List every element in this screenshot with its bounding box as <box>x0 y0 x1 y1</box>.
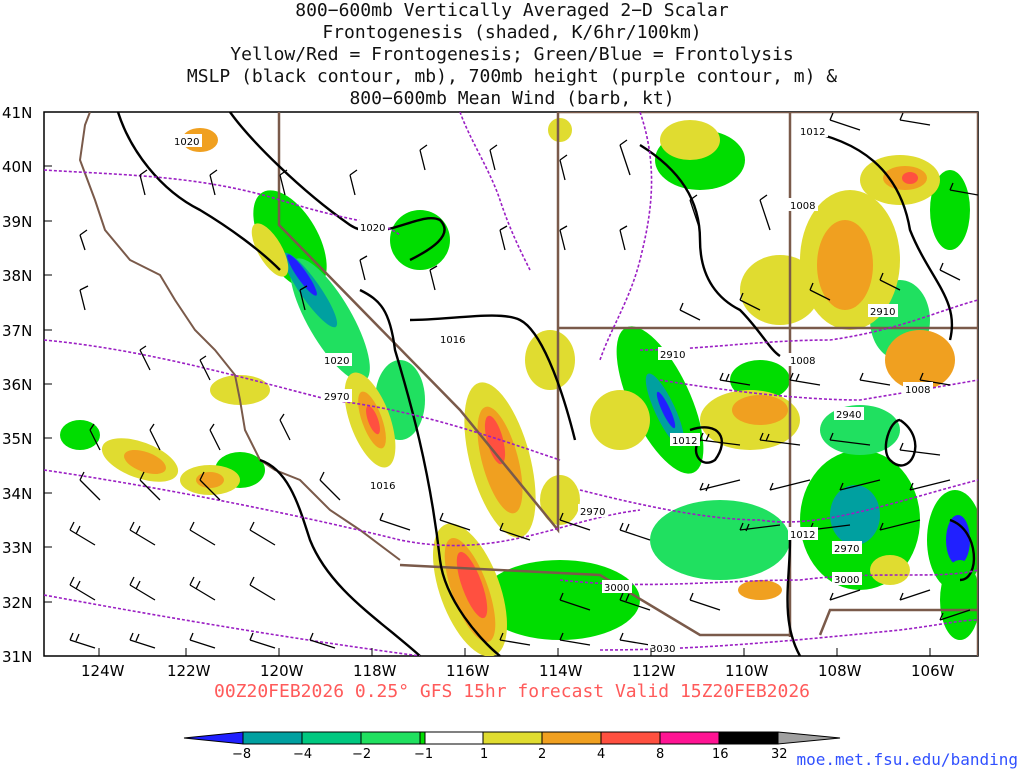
mslp-label: 1012 <box>798 124 828 138</box>
colorbar-labels: −8 −4 −2 −1 1 2 4 8 16 32 <box>232 747 788 762</box>
lon-tick-label: 116W <box>446 662 490 680</box>
height-label: 2910 <box>868 304 898 318</box>
title-line-1: 800−600mb Vertically Averaged 2−D Scalar <box>295 0 729 21</box>
valid-time-subtitle: 00Z20FEB2026 0.25° GFS 15hr forecast Val… <box>213 681 811 702</box>
title-line-5: 800−600mb Mean Wind (barb, kt) <box>349 88 675 109</box>
title-line-2: Frontogenesis (shaded, K/6hr/100km) <box>322 22 702 43</box>
lat-tick-label: 37N <box>2 322 32 340</box>
longitude-axis: 124W 122W 120W 118W 116W 114W 112W 110W … <box>81 648 955 680</box>
lon-tick-label: 124W <box>81 662 125 680</box>
wind-barbs <box>69 112 978 649</box>
svg-text:1008: 1008 <box>790 201 815 212</box>
svg-text:2940: 2940 <box>836 410 861 421</box>
lat-tick-label: 39N <box>2 213 32 231</box>
lat-tick-label: 31N <box>2 648 32 666</box>
lon-tick-label: 118W <box>353 662 397 680</box>
lat-tick-label: 34N <box>2 485 32 503</box>
mslp-label: 1008 <box>788 353 818 367</box>
height-label: 2940 <box>834 407 864 421</box>
svg-text:2970: 2970 <box>834 544 859 555</box>
svg-text:2970: 2970 <box>580 507 605 518</box>
lat-tick-label: 38N <box>2 267 32 285</box>
svg-text:1020: 1020 <box>324 356 349 367</box>
svg-text:8: 8 <box>656 747 664 762</box>
latitude-axis: 41N 40N 39N 38N 37N 36N 35N 34N 33N 32N … <box>2 104 52 666</box>
mslp-labels: 1020 1020 1020 1016 1016 1012 1012 1012 … <box>172 124 933 541</box>
svg-text:2: 2 <box>538 747 546 762</box>
credit-link[interactable]: moe.met.fsu.edu/banding <box>796 750 1018 769</box>
svg-text:1020: 1020 <box>174 137 199 148</box>
mslp-label: 1008 <box>788 198 818 212</box>
mslp-contours <box>116 112 976 656</box>
svg-text:16: 16 <box>712 747 729 762</box>
height-label: 3000 <box>832 572 862 586</box>
lat-tick-label: 33N <box>2 539 32 557</box>
svg-text:1020: 1020 <box>360 223 385 234</box>
lon-tick-label: 108W <box>818 662 862 680</box>
colorbar-below-min <box>183 731 244 745</box>
title-line-3: Yellow/Red = Frontogenesis; Green/Blue =… <box>230 44 794 65</box>
height-label: 2970 <box>832 541 862 555</box>
height-labels: 2970 2970 2970 2910 2910 2940 3000 3000 … <box>322 304 898 655</box>
height-label: 2970 <box>578 504 608 518</box>
mslp-label: 1012 <box>788 527 818 541</box>
title-line-4: MSLP (black contour, mb), 700mb height (… <box>186 66 838 87</box>
svg-text:1: 1 <box>480 747 488 762</box>
lat-tick-label: 32N <box>2 594 32 612</box>
svg-text:−1: −1 <box>414 747 433 762</box>
lon-tick-label: 106W <box>911 662 955 680</box>
mslp-label: 1020 <box>172 134 202 148</box>
mslp-label: 1008 <box>903 382 933 396</box>
height-label: 3030 <box>648 641 678 655</box>
svg-text:3030: 3030 <box>650 644 675 655</box>
lat-tick-label: 40N <box>2 158 32 176</box>
svg-text:1012: 1012 <box>672 436 697 447</box>
lat-tick-label: 35N <box>2 430 32 448</box>
mslp-label: 1020 <box>322 353 352 367</box>
svg-text:1012: 1012 <box>790 530 815 541</box>
svg-text:1008: 1008 <box>790 356 815 367</box>
svg-text:−8: −8 <box>232 747 251 762</box>
mslp-label: 1016 <box>368 478 398 492</box>
svg-text:−2: −2 <box>352 747 371 762</box>
svg-text:3000: 3000 <box>604 583 629 594</box>
height-label: 2910 <box>658 347 688 361</box>
lat-tick-label: 41N <box>2 104 32 122</box>
svg-text:1012: 1012 <box>800 127 825 138</box>
lat-tick-label: 36N <box>2 376 32 394</box>
svg-text:1016: 1016 <box>440 335 465 346</box>
svg-text:2910: 2910 <box>870 307 895 318</box>
svg-text:4: 4 <box>597 747 605 762</box>
svg-text:1008: 1008 <box>905 385 930 396</box>
mslp-label: 1016 <box>438 332 468 346</box>
coastline <box>78 112 401 561</box>
mslp-label: 1020 <box>358 220 388 234</box>
lon-tick-label: 110W <box>725 662 769 680</box>
height-label: 3000 <box>602 580 632 594</box>
colorbar <box>183 731 841 745</box>
lon-tick-label: 114W <box>539 662 583 680</box>
svg-text:1016: 1016 <box>370 481 395 492</box>
lon-tick-label: 112W <box>632 662 676 680</box>
mslp-label: 1012 <box>670 433 700 447</box>
svg-text:3000: 3000 <box>834 575 859 586</box>
lon-tick-label: 122W <box>167 662 211 680</box>
svg-text:32: 32 <box>771 747 788 762</box>
svg-text:2910: 2910 <box>660 350 685 361</box>
lon-tick-label: 120W <box>260 662 304 680</box>
svg-text:2970: 2970 <box>324 392 349 403</box>
height-label: 2970 <box>322 389 352 403</box>
svg-text:−4: −4 <box>293 747 312 762</box>
